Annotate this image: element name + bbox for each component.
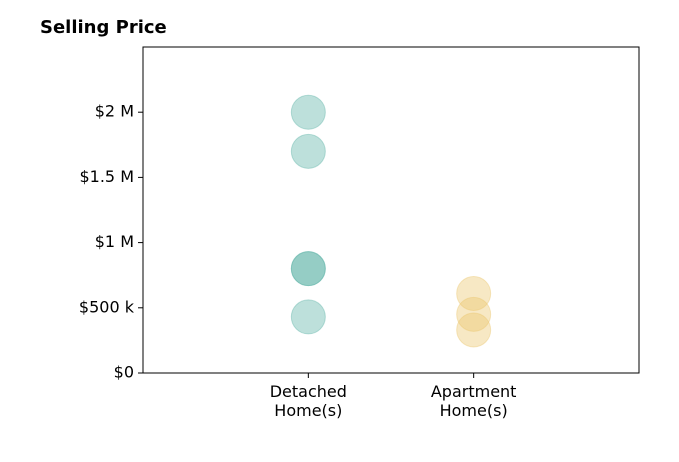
plot-frame	[142, 46, 640, 374]
point	[290, 251, 326, 287]
y-tick-label: $500 k	[79, 297, 135, 316]
y-tick-label: $2 M	[95, 102, 134, 121]
y-tick-label: $0	[114, 363, 134, 382]
x-tick-label: Detached Home(s)	[269, 382, 347, 420]
point	[456, 312, 492, 348]
point	[290, 251, 326, 287]
y-tick-label: $1 M	[95, 232, 134, 251]
point	[290, 94, 326, 130]
chart-title: Selling Price	[40, 17, 167, 38]
point	[456, 275, 492, 311]
point	[290, 133, 326, 169]
point	[290, 299, 326, 335]
point	[456, 296, 492, 332]
y-tick-label: $1.5 M	[79, 167, 134, 186]
x-tick-label: Apartment Home(s)	[430, 382, 517, 420]
